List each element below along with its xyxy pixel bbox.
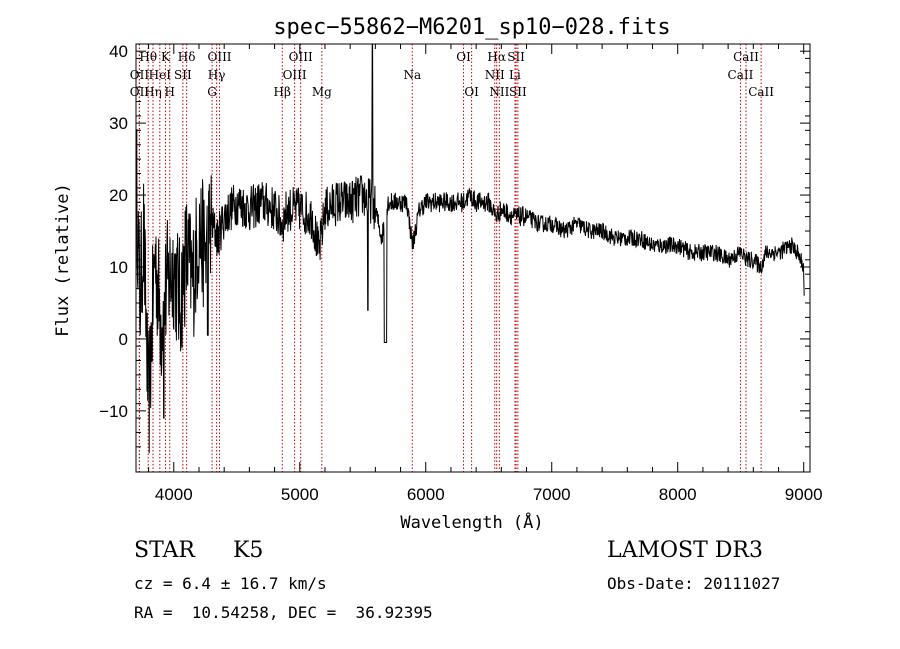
survey-label: LAMOST DR3 xyxy=(607,538,763,563)
y-axis: −10 0 10 20 30 40 xyxy=(99,42,810,448)
line-marker-label: Hθ xyxy=(139,50,157,64)
line-marker-label: H xyxy=(165,85,175,99)
x-tick-label: 4000 xyxy=(155,485,193,504)
x-tick-label: 9000 xyxy=(785,485,823,504)
line-marker-label: Hγ xyxy=(208,68,226,82)
line-marker-label: OIII xyxy=(283,68,307,82)
redshift-readout: cz = 6.4 ± 16.7 km/s xyxy=(134,574,327,593)
object-class: STAR K5 xyxy=(134,538,263,563)
line-marker-label: CaII xyxy=(728,68,754,82)
line-marker-label: OIII xyxy=(207,50,231,64)
line-marker-label: SII xyxy=(507,50,525,64)
x-tick-label: 7000 xyxy=(533,485,571,504)
y-tick-label: 20 xyxy=(109,186,128,205)
line-marker-label: NII xyxy=(485,68,505,82)
line-marker-label: SII xyxy=(174,68,192,82)
x-axis: 4000 5000 6000 7000 8000 9000 xyxy=(148,44,823,504)
class-label: STAR xyxy=(134,538,195,563)
x-axis-label: Wavelength (Å) xyxy=(400,511,543,533)
line-marker-label: SII xyxy=(509,85,527,99)
line-marker-label: HeI xyxy=(149,68,172,82)
line-marker-label: Li xyxy=(509,68,521,82)
line-marker-label: Hη xyxy=(144,85,162,99)
line-marker-label: OI xyxy=(464,85,479,99)
line-marker-label: G xyxy=(207,85,217,99)
line-marker-label: OII xyxy=(130,85,150,99)
line-marker-label: Hα xyxy=(487,50,506,64)
line-marker-label: OI xyxy=(456,50,471,64)
chart-title: spec−55862−M6201_sp10−028.fits xyxy=(273,15,670,40)
y-tick-label: 40 xyxy=(109,42,128,61)
line-marker-label: OIII xyxy=(289,50,313,64)
line-marker-label: K xyxy=(161,50,171,64)
coordinates-readout: RA = 10.54258, DEC = 36.92395 xyxy=(134,603,433,622)
spectrum-line xyxy=(135,43,805,454)
y-tick-label: 10 xyxy=(109,258,128,277)
obs-date: Obs-Date: 20111027 xyxy=(607,574,781,593)
line-marker-label: Na xyxy=(403,68,421,82)
x-tick-label: 8000 xyxy=(659,485,697,504)
line-marker-label: CaII xyxy=(733,50,759,64)
line-marker-label: OII xyxy=(130,68,150,82)
x-tick-label: 5000 xyxy=(281,485,319,504)
y-tick-label: 30 xyxy=(109,114,128,133)
line-marker-label: CaII xyxy=(748,85,774,99)
y-tick-label: −10 xyxy=(99,402,128,421)
line-marker-label: Mg xyxy=(312,85,332,99)
line-marker-label: Hβ xyxy=(274,85,291,99)
y-tick-label: 0 xyxy=(119,330,128,349)
subclass-label: K5 xyxy=(233,538,264,563)
plot-frame xyxy=(135,43,811,473)
line-marker-label: Hδ xyxy=(178,50,196,64)
y-axis-label: Flux (relative) xyxy=(53,183,73,337)
line-marker-label: NII xyxy=(489,85,509,99)
x-tick-label: 6000 xyxy=(407,485,445,504)
